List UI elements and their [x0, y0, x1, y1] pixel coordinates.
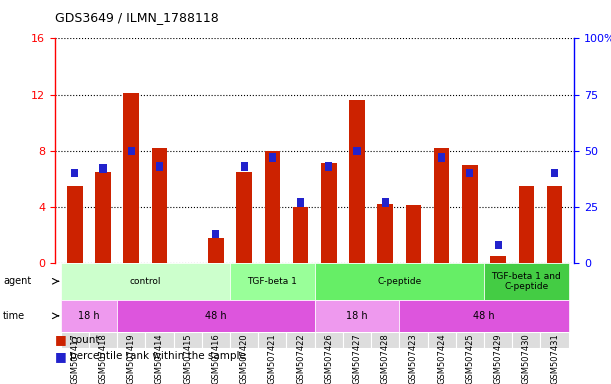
- Bar: [519, 186, 534, 263]
- Bar: [354, 147, 360, 155]
- Bar: [434, 148, 450, 263]
- Text: GSM507418: GSM507418: [98, 333, 108, 384]
- Bar: [428, 332, 456, 348]
- Bar: [541, 332, 569, 348]
- Text: GSM507428: GSM507428: [381, 333, 390, 384]
- Bar: [491, 256, 506, 263]
- Bar: [551, 169, 558, 177]
- Bar: [117, 332, 145, 348]
- Bar: [466, 169, 474, 177]
- Text: GSM507422: GSM507422: [296, 333, 305, 384]
- Bar: [156, 162, 163, 170]
- Bar: [484, 332, 512, 348]
- Text: time: time: [3, 311, 25, 321]
- Bar: [406, 205, 421, 263]
- Bar: [174, 332, 202, 348]
- Bar: [89, 332, 117, 348]
- Text: TGF-beta 1: TGF-beta 1: [247, 277, 298, 286]
- Text: 18 h: 18 h: [78, 311, 100, 321]
- Bar: [293, 207, 309, 263]
- Bar: [315, 332, 343, 348]
- Text: GSM507424: GSM507424: [437, 333, 446, 384]
- Bar: [325, 162, 332, 170]
- Text: GSM507417: GSM507417: [70, 333, 79, 384]
- Bar: [400, 332, 428, 348]
- Text: GSM507414: GSM507414: [155, 333, 164, 384]
- Bar: [547, 186, 562, 263]
- Bar: [287, 332, 315, 348]
- Text: GDS3649 / ILMN_1788118: GDS3649 / ILMN_1788118: [55, 12, 219, 25]
- Bar: [123, 93, 139, 263]
- Bar: [236, 172, 252, 263]
- Text: 48 h: 48 h: [205, 311, 227, 321]
- Bar: [241, 162, 247, 170]
- Text: GSM507425: GSM507425: [466, 333, 474, 384]
- Bar: [371, 332, 400, 348]
- Text: GSM507419: GSM507419: [126, 333, 136, 384]
- Bar: [100, 164, 106, 173]
- Bar: [265, 151, 280, 263]
- Bar: [321, 163, 337, 263]
- Bar: [230, 332, 258, 348]
- Text: percentile rank within the sample: percentile rank within the sample: [70, 351, 246, 361]
- Text: GSM507429: GSM507429: [494, 333, 503, 384]
- Bar: [60, 263, 230, 300]
- Bar: [400, 300, 569, 332]
- Text: GSM507427: GSM507427: [353, 333, 362, 384]
- Bar: [208, 238, 224, 263]
- Text: ■: ■: [55, 333, 71, 346]
- Text: C-peptide: C-peptide: [377, 277, 422, 286]
- Bar: [349, 100, 365, 263]
- Bar: [456, 332, 484, 348]
- Text: GSM507421: GSM507421: [268, 333, 277, 384]
- Bar: [128, 147, 135, 155]
- Bar: [269, 153, 276, 162]
- Bar: [71, 169, 78, 177]
- Bar: [258, 332, 287, 348]
- Bar: [343, 332, 371, 348]
- Bar: [512, 332, 541, 348]
- Bar: [117, 300, 315, 332]
- Bar: [152, 148, 167, 263]
- Bar: [438, 153, 445, 162]
- Bar: [202, 332, 230, 348]
- Text: GSM507416: GSM507416: [211, 333, 221, 384]
- Text: GSM507423: GSM507423: [409, 333, 418, 384]
- Bar: [315, 300, 400, 332]
- Bar: [67, 186, 82, 263]
- Bar: [213, 230, 219, 238]
- Bar: [494, 241, 502, 249]
- Bar: [378, 204, 393, 263]
- Text: 18 h: 18 h: [346, 311, 368, 321]
- Bar: [230, 263, 315, 300]
- Text: GSM507415: GSM507415: [183, 333, 192, 384]
- Bar: [315, 263, 484, 300]
- Text: control: control: [130, 277, 161, 286]
- Bar: [60, 300, 117, 332]
- Bar: [297, 198, 304, 207]
- Bar: [462, 165, 478, 263]
- Text: GSM507420: GSM507420: [240, 333, 249, 384]
- Bar: [145, 332, 174, 348]
- Bar: [484, 263, 569, 300]
- Bar: [382, 198, 389, 207]
- Text: GSM507426: GSM507426: [324, 333, 333, 384]
- Text: GSM507430: GSM507430: [522, 333, 531, 384]
- Bar: [95, 172, 111, 263]
- Bar: [60, 332, 89, 348]
- Text: count: count: [70, 335, 100, 345]
- Text: ■: ■: [55, 350, 71, 363]
- Text: 48 h: 48 h: [473, 311, 495, 321]
- Text: TGF-beta 1 and
C-peptide: TGF-beta 1 and C-peptide: [491, 271, 562, 291]
- Text: GSM507431: GSM507431: [550, 333, 559, 384]
- Text: agent: agent: [3, 276, 31, 286]
